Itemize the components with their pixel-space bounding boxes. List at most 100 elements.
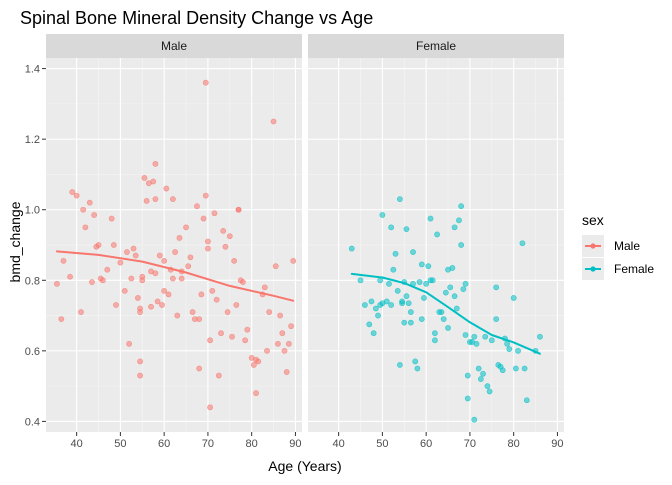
data-point-female — [396, 362, 403, 368]
data-point-female — [499, 367, 506, 374]
data-point-male — [255, 358, 262, 365]
y-axis-label: bmd_change — [7, 201, 23, 282]
data-point-female — [348, 245, 355, 252]
data-point-male — [139, 277, 146, 284]
data-point-female — [401, 319, 408, 326]
legend-title: sex — [582, 212, 604, 228]
legend-key-point — [590, 243, 596, 249]
data-point-female — [504, 340, 511, 347]
data-point-male — [277, 312, 284, 319]
data-point-female — [416, 279, 423, 285]
data-point-male — [124, 249, 130, 255]
facet-strip — [46, 34, 302, 58]
x-tick-label: 80 — [246, 438, 258, 450]
data-point-female — [399, 298, 405, 305]
x-tick-label: 60 — [158, 438, 170, 450]
legend-label-male: Male — [614, 239, 640, 253]
data-point-male — [194, 203, 200, 210]
data-point-female — [464, 372, 471, 379]
data-point-male — [279, 330, 286, 337]
data-point-female — [412, 358, 419, 365]
data-point-male — [187, 254, 194, 261]
data-point-male — [229, 333, 235, 340]
data-point-female — [480, 370, 486, 377]
data-point-male — [290, 257, 297, 264]
data-point-female — [440, 316, 447, 322]
data-point-female — [423, 280, 430, 287]
data-point-male — [99, 277, 106, 284]
data-point-female — [453, 305, 460, 312]
data-point-male — [58, 316, 65, 322]
y-tick-label: 0.6 — [25, 346, 40, 358]
data-point-female — [510, 295, 517, 301]
data-point-male — [224, 309, 231, 315]
data-point-female — [418, 316, 425, 322]
data-point-male — [159, 302, 165, 308]
data-point-female — [394, 287, 401, 294]
data-point-female — [445, 325, 451, 331]
data-point-female — [456, 217, 462, 224]
data-point-female — [418, 261, 425, 268]
data-point-female — [475, 365, 482, 372]
data-point-female — [375, 312, 381, 319]
data-point-female — [379, 212, 386, 218]
data-point-male — [161, 257, 168, 264]
data-point-male — [189, 309, 196, 315]
data-point-female — [449, 265, 456, 271]
data-point-female — [515, 347, 521, 354]
data-point-male — [152, 270, 159, 277]
data-point-male — [73, 192, 80, 199]
data-point-male — [218, 330, 224, 337]
data-point-male — [165, 291, 172, 298]
data-point-female — [432, 330, 438, 337]
data-point-male — [178, 275, 185, 282]
data-point-female — [407, 309, 414, 315]
data-point-male — [242, 337, 249, 344]
data-point-male — [132, 252, 139, 259]
data-point-male — [152, 160, 159, 167]
data-point-female — [464, 395, 471, 402]
data-point-female — [458, 242, 465, 248]
data-point-female — [512, 365, 519, 372]
y-tick-label: 0.4 — [25, 416, 40, 428]
data-point-female — [368, 298, 375, 305]
facet-label-female: Female — [416, 39, 456, 53]
data-point-male — [202, 192, 209, 199]
data-point-female — [458, 203, 465, 210]
data-point-female — [429, 277, 436, 284]
panels-layer: Male 40 50 60 70 80 90 0.4 0.6 0.8 1.0 1.2 1.4 Female… — [25, 34, 564, 450]
data-point-female — [442, 289, 449, 296]
data-point-female — [403, 226, 410, 233]
data-point-male — [253, 390, 259, 397]
data-point-female — [462, 332, 469, 338]
chart-title: Spinal Bone Mineral Density Change vs Ag… — [20, 8, 373, 28]
data-point-male — [285, 340, 292, 347]
data-point-male — [250, 362, 257, 368]
data-point-female — [427, 215, 434, 222]
data-point-male — [213, 296, 220, 303]
data-point-male — [244, 326, 251, 333]
data-point-male — [270, 118, 277, 125]
data-point-male — [108, 215, 115, 222]
data-point-male — [143, 197, 150, 204]
y-tick-label: 0.8 — [25, 275, 40, 287]
data-point-male — [240, 279, 246, 285]
data-point-male — [170, 196, 176, 203]
data-point-male — [137, 372, 143, 379]
data-point-female — [493, 284, 500, 291]
data-point-female — [366, 321, 373, 328]
data-point-male — [176, 235, 183, 241]
data-point-male — [91, 212, 98, 218]
data-point-male — [150, 178, 157, 185]
data-point-female — [482, 333, 489, 340]
legend-key-male — [582, 235, 604, 257]
data-point-female — [471, 416, 478, 423]
data-point-female — [519, 240, 526, 247]
data-point-male — [161, 287, 168, 294]
data-point-male — [266, 309, 273, 315]
panel-male: Male 40 50 60 70 80 90 0.4 0.6 0.8 1.0 1.2 1.4 — [25, 34, 302, 450]
data-point-male — [154, 298, 161, 305]
data-point-male — [130, 245, 137, 252]
data-point-female — [377, 277, 384, 284]
